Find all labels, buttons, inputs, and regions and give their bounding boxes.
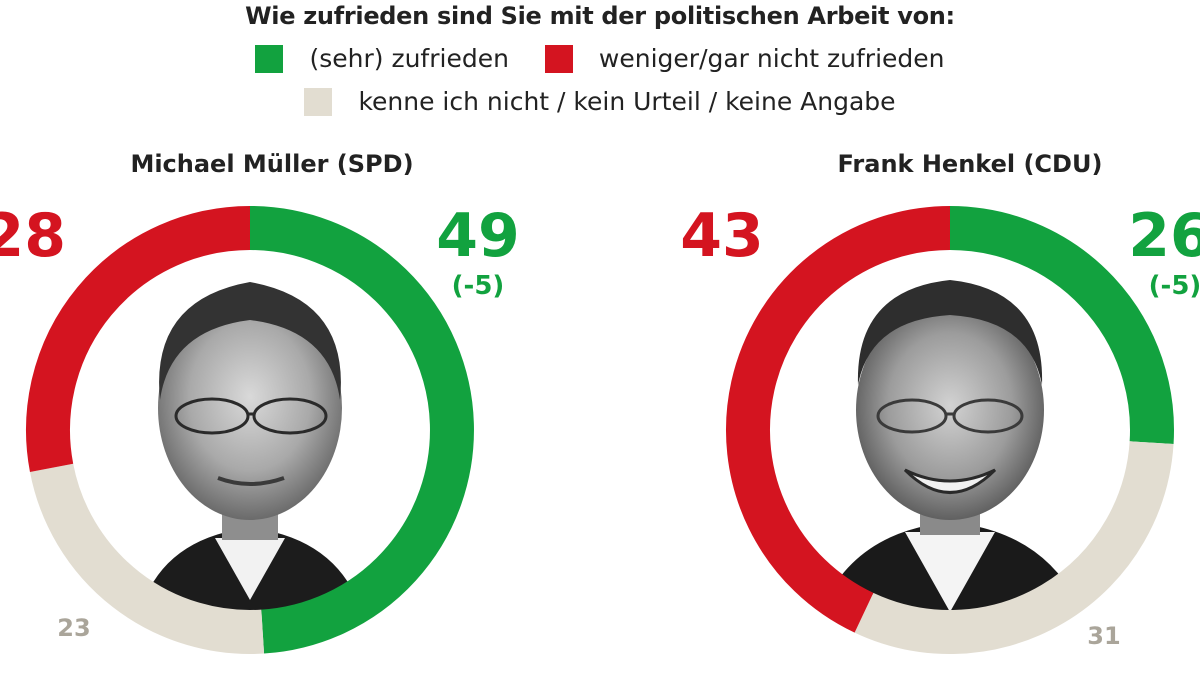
chart-title-henkel: Frank Henkel (CDU) (838, 150, 1103, 178)
hair-mueller (159, 282, 341, 400)
face-mueller (158, 296, 342, 520)
portrait-henkel (768, 248, 1132, 612)
legend-item-satisfied: (sehr) zufrieden (255, 44, 509, 73)
collar-mueller (215, 538, 285, 600)
legend-label-dissatisfied: weniger/gar nicht zufrieden (598, 44, 945, 73)
chart-mueller: Michael Müller (SPD) 28 49 (-5) 23 (0, 150, 520, 654)
donut-segment-unknown-mueller (29, 463, 265, 654)
value-unknown-mueller: 23 (57, 614, 90, 642)
legend-label-satisfied: (sehr) zufrieden (309, 44, 509, 73)
value-satisfied-mueller: 49 (436, 201, 520, 271)
legend-row-1: (sehr) zufrieden weniger/gar nicht zufri… (0, 44, 1200, 73)
legend-row-2: kenne ich nicht / kein Urteil / keine An… (0, 87, 1200, 116)
portrait-mueller (68, 248, 432, 612)
glasses-left-mueller (174, 397, 250, 435)
change-satisfied-mueller: (-5) (452, 271, 505, 301)
legend-swatch-satisfied (255, 44, 284, 73)
donut-henkel (726, 206, 1174, 654)
donut-segment-unknown-henkel (854, 441, 1174, 654)
chart-title-mueller: Michael Müller (SPD) (130, 150, 413, 178)
glasses-right-henkel (952, 398, 1024, 434)
value-dissatisfied-henkel: 43 (680, 201, 764, 271)
chart-title: Wie zufrieden sind Sie mit der politisch… (245, 2, 955, 30)
legend-swatch-unknown (304, 87, 333, 116)
hair-henkel (857, 280, 1043, 385)
value-dissatisfied-mueller: 28 (0, 201, 66, 271)
donut-segment-satisfied-mueller (249, 206, 474, 654)
face-henkel (856, 300, 1044, 520)
legend-item-unknown: kenne ich nicht / kein Urteil / keine An… (304, 87, 896, 116)
legend-label-unknown: kenne ich nicht / kein Urteil / keine An… (358, 87, 896, 116)
donut-segment-dissatisfied-henkel (726, 206, 951, 633)
change-satisfied-henkel: (-5) (1149, 271, 1200, 301)
smile-henkel (903, 468, 997, 494)
value-satisfied-henkel: 26 (1128, 201, 1200, 271)
donut-segment-dissatisfied-mueller (26, 206, 251, 472)
donut-segment-satisfied-henkel (949, 206, 1174, 445)
value-unknown-henkel: 31 (1087, 622, 1120, 650)
mouth-mueller (217, 476, 285, 486)
glasses-left-henkel (876, 398, 948, 434)
legend-item-dissatisfied: weniger/gar nicht zufrieden (544, 44, 945, 73)
chart-henkel: Frank Henkel (CDU) 43 26 (-5) 31 (680, 150, 1200, 654)
glasses-right-mueller (252, 397, 328, 435)
shirt-henkel (905, 532, 995, 612)
legend-swatch-dissatisfied (544, 44, 573, 73)
donut-mueller (26, 206, 474, 654)
